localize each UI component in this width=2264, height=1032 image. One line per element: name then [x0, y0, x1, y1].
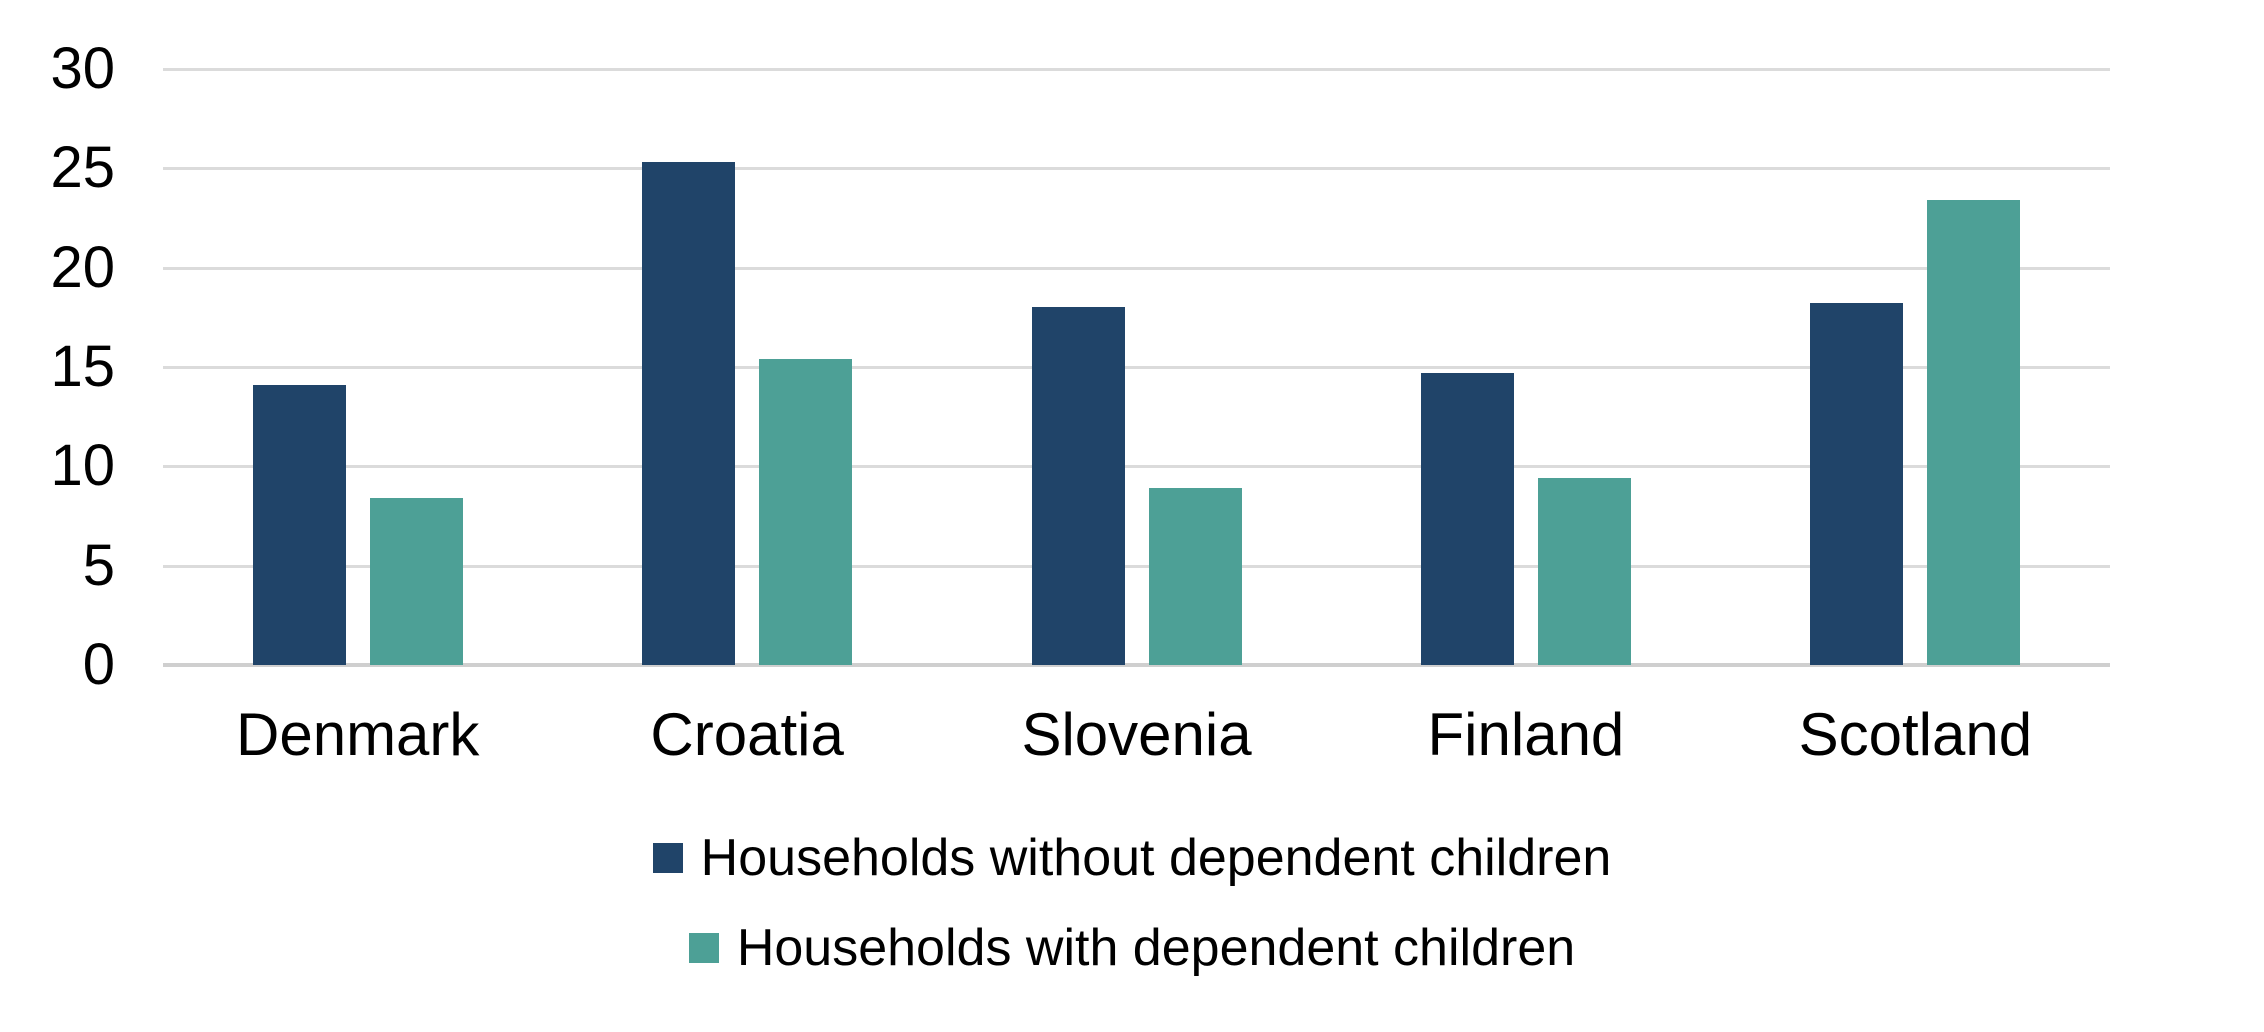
bar-croatia-without-children — [642, 162, 736, 665]
bar-denmark-without-children — [252, 384, 346, 665]
legend-label: Households with dependent children — [736, 919, 1576, 977]
gridline — [163, 564, 2110, 568]
bar-finland-with-children — [1537, 478, 1631, 665]
legend-item-with-children: Households with dependent children — [688, 918, 1576, 978]
x-axis-labels: Denmark Croatia Slovenia Finland Scotland — [163, 700, 2110, 769]
gridline — [163, 465, 2110, 469]
y-tick-label: 30 — [50, 36, 115, 101]
bar-group-finland — [1331, 69, 1720, 665]
bars-layer — [163, 69, 2110, 665]
bar-finland-without-children — [1420, 372, 1514, 665]
x-label-denmark: Denmark — [236, 701, 480, 768]
y-tick-label: 20 — [50, 234, 115, 300]
gridline — [163, 167, 2110, 171]
legend-item-without-children: Households without dependent children — [652, 828, 1612, 888]
bar-group-denmark — [163, 69, 552, 665]
x-label-slovenia: Slovenia — [1021, 701, 1252, 768]
bar-group-croatia — [552, 69, 941, 665]
bar-scotland-without-children — [1810, 303, 1904, 665]
bar-scotland-with-children — [1927, 200, 2021, 665]
x-label-croatia: Croatia — [650, 701, 844, 768]
y-tick-label: 5 — [82, 532, 115, 598]
y-tick-label: 25 — [50, 135, 115, 201]
bar-group-slovenia — [942, 69, 1331, 665]
gridline — [163, 68, 2110, 71]
bar-croatia-with-children — [759, 359, 853, 665]
plot-area — [163, 68, 2110, 667]
y-tick-label: 0 — [82, 632, 115, 697]
bar-slovenia-without-children — [1031, 307, 1125, 665]
bar-group-scotland — [1721, 69, 2110, 665]
x-axis-line — [163, 663, 2110, 667]
gridline — [163, 366, 2110, 369]
legend-label: Households without dependent children — [700, 829, 1612, 887]
y-tick-label: 15 — [50, 334, 115, 399]
bar-denmark-with-children — [369, 498, 463, 665]
y-tick-label: 10 — [50, 433, 115, 499]
legend-swatch-icon — [688, 933, 719, 963]
bar-slovenia-with-children — [1148, 488, 1242, 665]
x-label-scotland: Scotland — [1798, 701, 2033, 768]
gridline — [163, 266, 2110, 270]
y-axis: 0 5 10 15 20 25 30 — [0, 36, 115, 697]
x-label-finland: Finland — [1427, 701, 1625, 768]
legend-swatch-icon — [652, 843, 683, 873]
legend: Households without dependent children Hou… — [0, 828, 2264, 978]
